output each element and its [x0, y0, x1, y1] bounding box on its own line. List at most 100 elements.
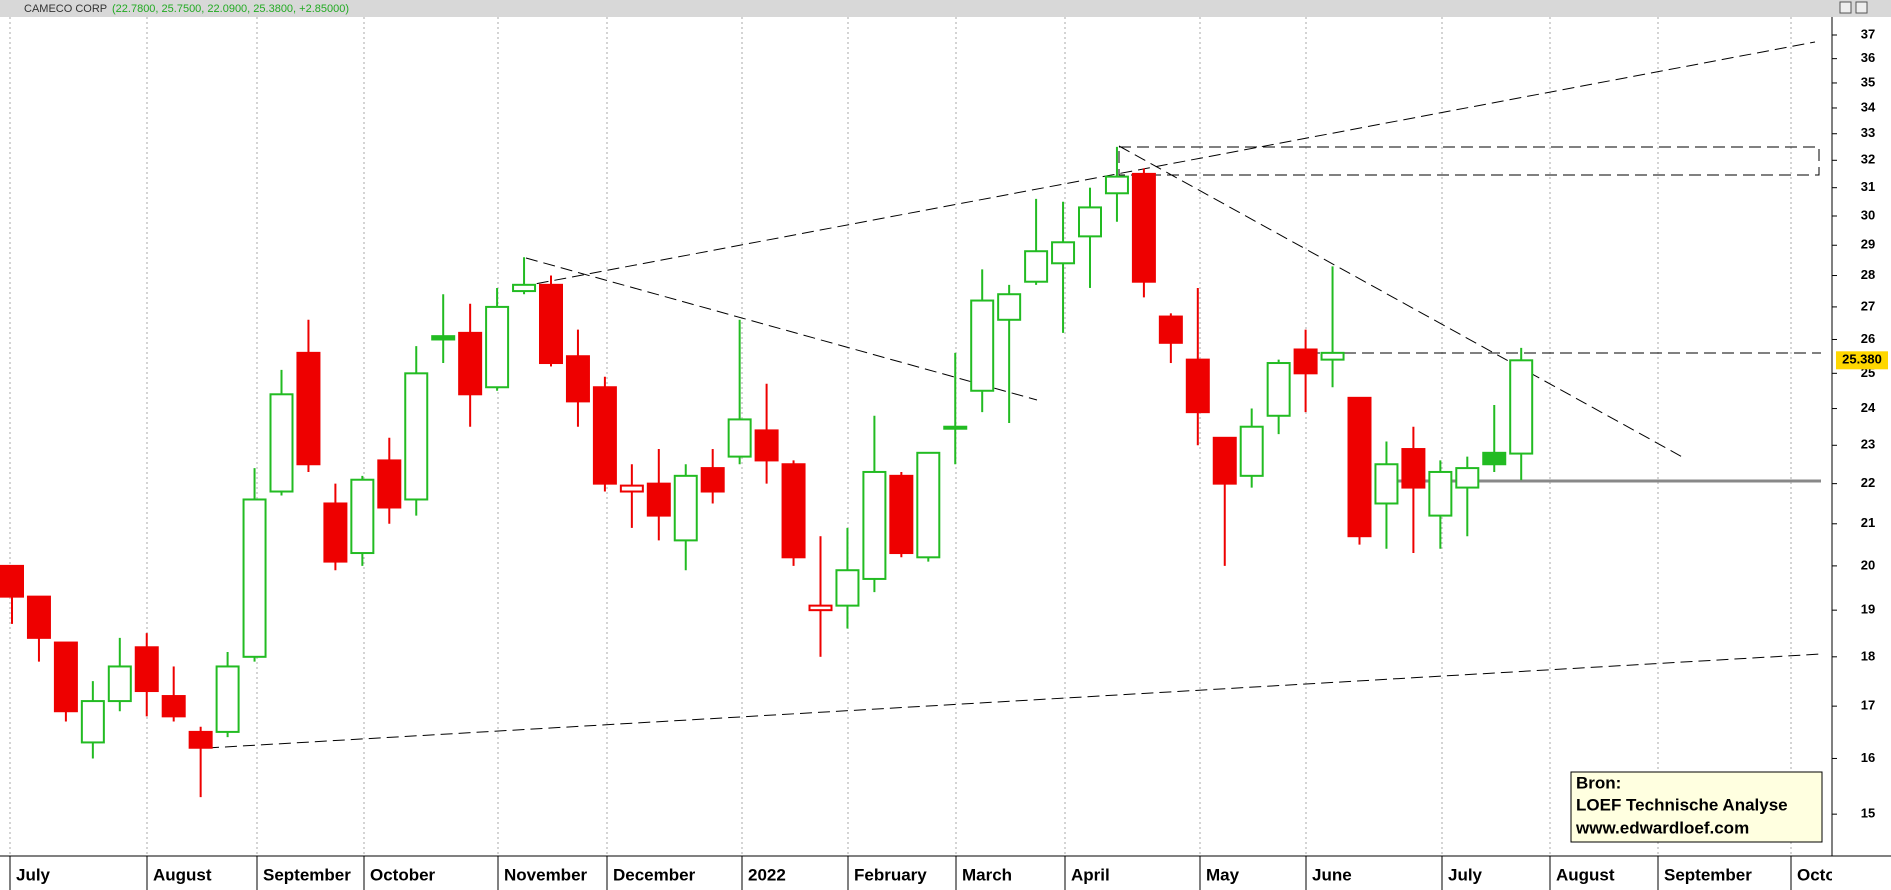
candle-body	[997, 293, 1022, 321]
y-tick-label: 37	[1861, 26, 1875, 41]
x-tick-label: February	[854, 865, 927, 884]
candle-body	[808, 604, 833, 612]
y-tick-label: 16	[1861, 750, 1875, 765]
candle-body	[458, 331, 483, 396]
candle-body	[835, 569, 860, 607]
x-tick-label: October	[370, 865, 436, 884]
candle-body	[646, 482, 671, 517]
candle-body	[404, 372, 429, 501]
y-tick-label: 20	[1861, 557, 1875, 572]
trendlines	[206, 41, 1822, 749]
candle-body	[1509, 359, 1534, 455]
candle-body	[269, 393, 294, 493]
candle-body	[1158, 315, 1183, 344]
candle-body	[161, 695, 186, 718]
y-tick-label: 36	[1861, 50, 1875, 65]
candle-body	[296, 351, 321, 466]
x-tick-label: September	[1664, 865, 1752, 884]
y-tick-label: 28	[1861, 267, 1875, 282]
y-tick-label: 32	[1861, 152, 1875, 167]
candle-body	[1131, 172, 1156, 283]
y-tick-label: 27	[1861, 298, 1875, 313]
candle-body	[188, 730, 213, 749]
header-bar	[0, 0, 1891, 17]
x-tick-label: December	[613, 865, 696, 884]
candle-body	[1293, 348, 1318, 375]
candle-body	[862, 470, 887, 580]
candle-body	[1078, 206, 1102, 238]
candle-body	[377, 459, 402, 509]
candle-body	[970, 299, 995, 392]
candle-body	[889, 474, 914, 555]
candle-body	[1347, 396, 1372, 538]
trendline	[518, 41, 1816, 288]
x-tick-label: September	[263, 865, 351, 884]
x-tick-label: March	[962, 865, 1012, 884]
candle-body	[1185, 358, 1210, 414]
x-tick-label: October	[1797, 865, 1863, 884]
candle-body	[1428, 470, 1453, 517]
chart-subtitle: (22.7800, 25.7500, 22.0900, 25.3800, +2.…	[112, 3, 349, 15]
candle-body	[1401, 448, 1426, 489]
trendline	[525, 257, 1038, 401]
x-tick-label: June	[1312, 865, 1352, 884]
candle-body	[727, 418, 752, 458]
window-button[interactable]	[1855, 1, 1868, 14]
candle-body	[539, 283, 563, 365]
source-box: Bron: LOEF Technische Analyse www.edward…	[1570, 771, 1823, 843]
y-tick-label: 31	[1861, 179, 1875, 194]
y-tick-label: 22	[1861, 475, 1875, 490]
candle-body	[26, 595, 51, 639]
candle-body	[431, 335, 456, 341]
candle-body	[916, 451, 941, 559]
candle-body	[512, 283, 537, 293]
candle-body	[592, 386, 617, 485]
y-tick-label: 29	[1861, 237, 1875, 252]
source-text: LOEF Technische Analyse	[1576, 795, 1788, 814]
x-tick-label: July	[1448, 865, 1483, 884]
y-tick-label: 34	[1861, 99, 1876, 114]
candle-body	[1482, 451, 1507, 466]
candle-body	[1104, 175, 1129, 195]
candle-body	[1455, 467, 1480, 489]
candle-body	[53, 641, 78, 713]
candle-body	[215, 665, 240, 733]
candle-body	[1239, 425, 1264, 477]
y-tick-label: 19	[1861, 602, 1875, 617]
x-tick-label: May	[1206, 865, 1240, 884]
grid	[9, 17, 1837, 890]
y-tick-label: 18	[1861, 648, 1875, 663]
candle-body	[350, 478, 375, 555]
y-tick-label: 33	[1861, 125, 1875, 140]
last-price-label: 25.380	[1842, 352, 1882, 367]
candle-body	[943, 425, 968, 430]
trendline	[206, 653, 1822, 749]
source-box-frame	[1570, 771, 1823, 843]
candle-body	[323, 502, 348, 563]
resistance-box	[1118, 146, 1820, 176]
y-tick-label: 23	[1861, 437, 1875, 452]
chart-title: CAMECO CORP	[24, 3, 107, 15]
y-tick-label: 24	[1861, 400, 1876, 415]
source-text: Bron:	[1576, 773, 1621, 792]
candle-body	[619, 484, 644, 493]
y-tick-label: 15	[1861, 806, 1875, 821]
candle-body	[485, 305, 510, 389]
last-price-box	[1836, 351, 1888, 370]
x-tick-label: August	[153, 865, 212, 884]
candle-body	[0, 564, 24, 598]
x-tick-label: April	[1071, 865, 1110, 884]
y-tick-label: 21	[1861, 515, 1875, 530]
y-tick-label: 30	[1861, 207, 1875, 222]
candle-body	[1374, 463, 1399, 505]
candle-body	[1212, 436, 1237, 485]
candle-body	[242, 498, 267, 658]
candle-body	[700, 467, 725, 493]
source-text: www.edwardloef.com	[1575, 818, 1749, 837]
window-button[interactable]	[1839, 1, 1852, 14]
candle-body	[1266, 362, 1291, 417]
candle-body	[1320, 351, 1345, 361]
x-tick-label: August	[1556, 865, 1615, 884]
candle-body	[673, 474, 698, 542]
